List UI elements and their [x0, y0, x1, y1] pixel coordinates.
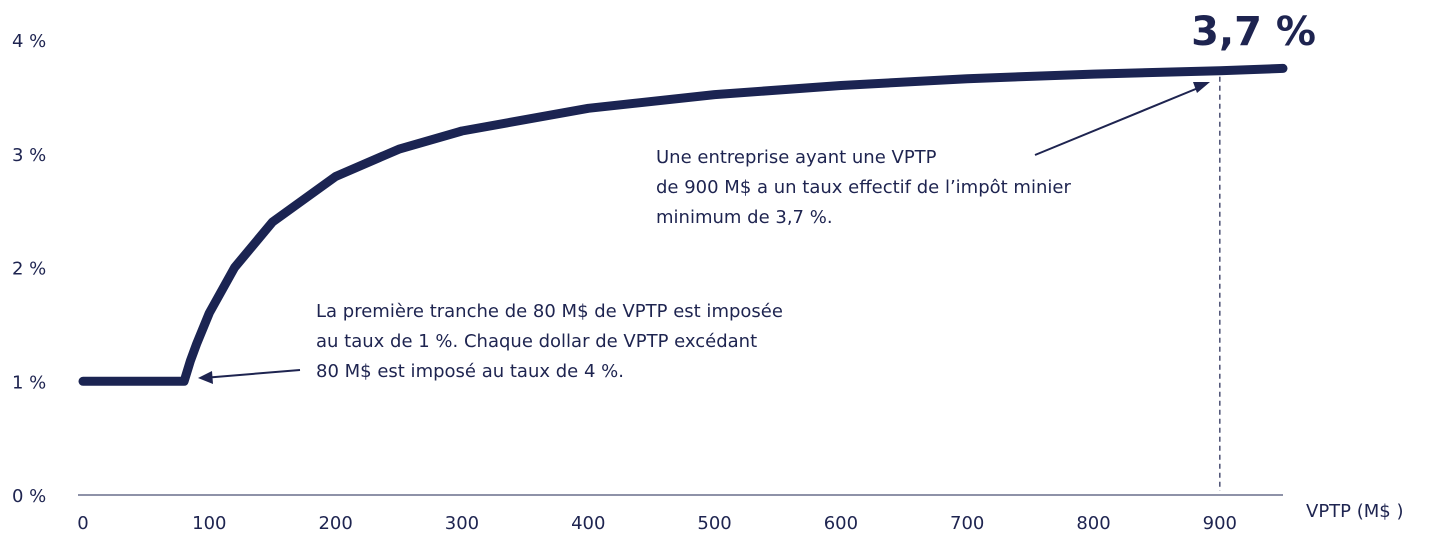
x-tick-label: 0 — [77, 513, 88, 534]
highlight-label: 3,7 % — [1191, 9, 1316, 55]
x-tick-label: 100 — [192, 513, 226, 534]
y-tick-label: 1 % — [12, 372, 46, 393]
x-tick-label: 500 — [697, 513, 731, 534]
annotation: de 900 M$ a un taux effectif de l’impôt … — [656, 177, 1071, 198]
y-tick-label: 4 % — [12, 31, 46, 52]
x-tick-label: 900 — [1203, 513, 1237, 534]
annotation: La première tranche de 80 M$ de VPTP est… — [316, 301, 783, 322]
x-tick-label: 800 — [1076, 513, 1110, 534]
x-axis-label: VPTP (M$ ) — [1306, 501, 1404, 522]
annotation: au taux de 1 %. Chaque dollar de VPTP ex… — [316, 331, 757, 352]
arrow-head — [1193, 82, 1210, 93]
annotation: Une entreprise ayant une VPTP — [656, 147, 937, 168]
arrow — [1034, 85, 1204, 156]
x-tick-label: 700 — [950, 513, 984, 534]
y-tick-label: 2 % — [12, 259, 46, 280]
y-tick-label: 3 % — [12, 145, 46, 166]
x-tick-label: 200 — [318, 513, 352, 534]
line — [78, 63, 1288, 386]
annotation: 80 M$ est imposé au taux de 4 %. — [316, 361, 624, 382]
y-tick-label: 0 % — [12, 486, 46, 507]
arrow-head — [198, 371, 213, 384]
x-tick-label: 300 — [445, 513, 479, 534]
x-tick-label: 600 — [824, 513, 858, 534]
x-tick-label: 400 — [571, 513, 605, 534]
arrow — [202, 369, 301, 379]
annotation: minimum de 3,7 %. — [656, 207, 833, 228]
